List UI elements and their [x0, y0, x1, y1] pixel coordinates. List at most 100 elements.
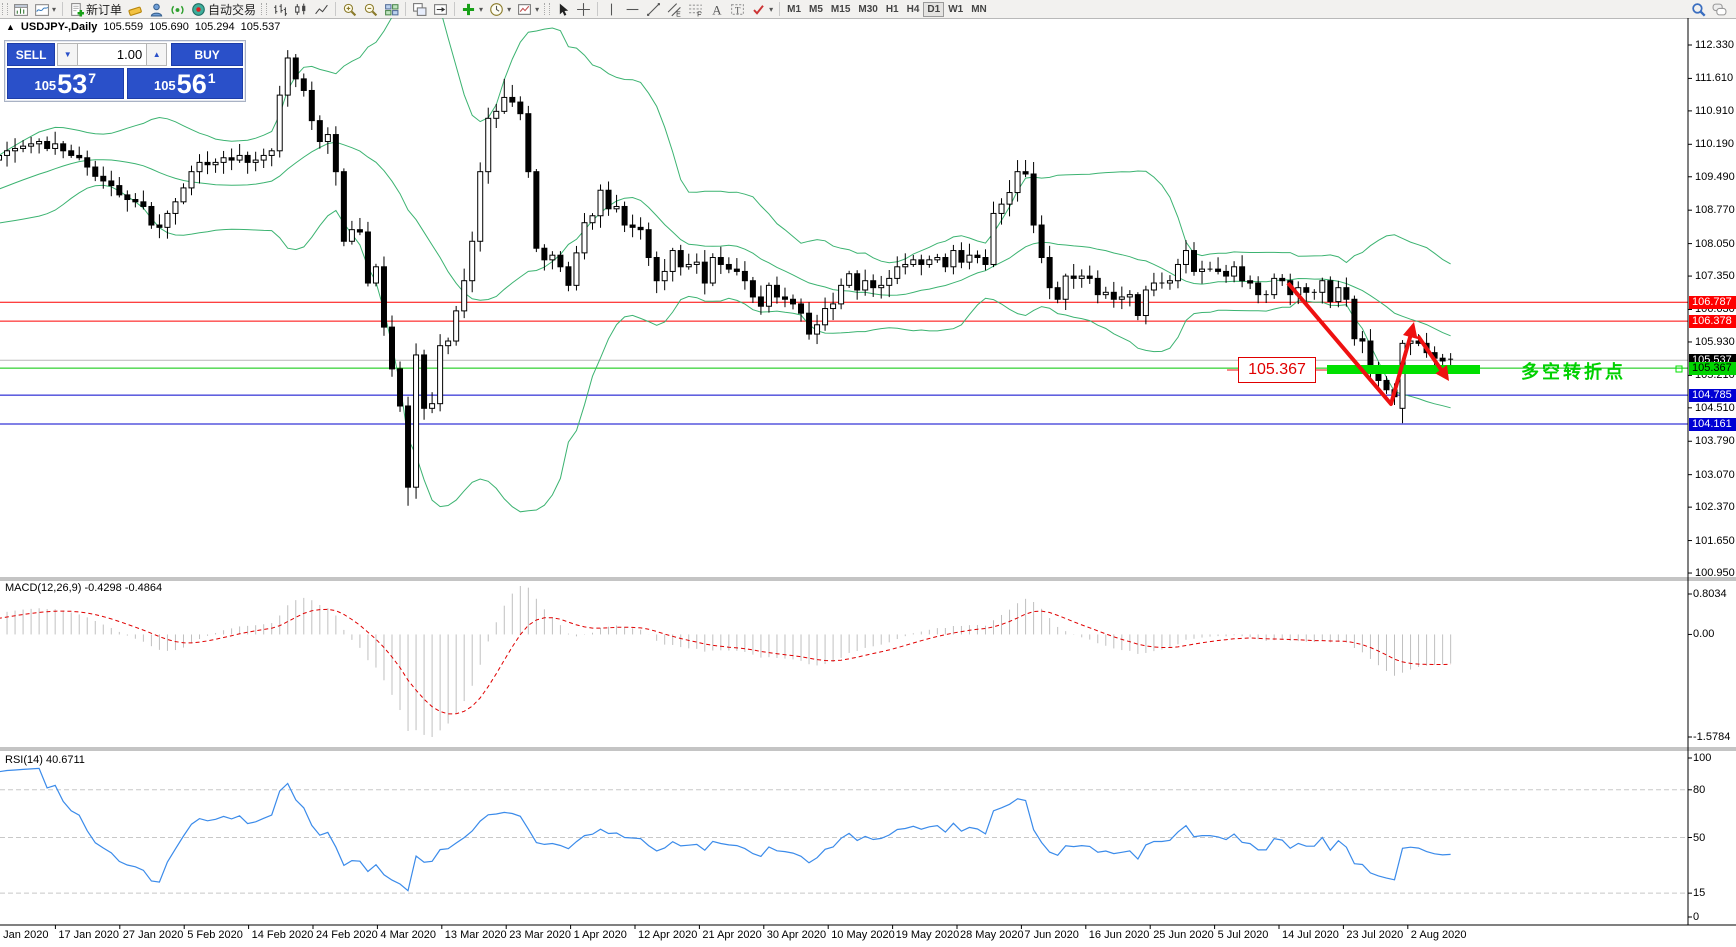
timeframe-button-H1[interactable]: H1	[885, 4, 899, 15]
text-label-tool-button[interactable]: T	[727, 1, 748, 18]
rsi-panel	[0, 767, 1688, 894]
tile-windows-button[interactable]	[381, 1, 402, 18]
hline-tool-button[interactable]	[622, 1, 643, 18]
volume-decrease-button[interactable]: ▼	[57, 43, 79, 66]
text-tool-button[interactable]: A	[706, 1, 727, 18]
auto-arrange-button[interactable]	[409, 1, 430, 18]
annotation-note-text[interactable]: 多空转折点	[1521, 362, 1626, 382]
channel-icon: E	[667, 2, 682, 17]
volume-input[interactable]	[78, 43, 147, 66]
line-chart-button[interactable]	[311, 1, 332, 18]
chart-shift-icon	[433, 2, 448, 17]
timeframe-button-M30[interactable]: M30	[858, 4, 878, 15]
chart-shift-button[interactable]	[430, 1, 451, 18]
buy-button[interactable]: BUY	[171, 43, 243, 66]
crosshair-button[interactable]	[573, 1, 594, 18]
axis-tick-label: -1.5784	[1693, 731, 1731, 743]
channel-tool-button[interactable]: E	[664, 1, 685, 18]
toolbar-grip[interactable]	[2, 3, 8, 15]
horizontal-line-icon	[625, 2, 640, 17]
trendline-icon	[646, 2, 661, 17]
zoom-in-button[interactable]	[339, 1, 360, 18]
new-order-button[interactable]: 新订单	[66, 0, 125, 19]
periods-button[interactable]: ▾	[486, 1, 514, 18]
timeframe-button-MN[interactable]: MN	[971, 4, 987, 15]
ask-price-tile[interactable]: 105 56 1	[126, 68, 243, 99]
sell-button[interactable]: SELL	[7, 43, 56, 66]
macd-label: MACD(12,26,9) -0.4298 -0.4864	[5, 582, 163, 594]
timeframe-button-W1[interactable]: W1	[948, 4, 964, 15]
new-chart-button[interactable]	[10, 1, 31, 18]
new-chart-icon	[13, 2, 28, 17]
bid-base: 105	[34, 78, 57, 93]
date-tick-label: 17 Jan 2020	[58, 929, 119, 941]
arrows-tool-button[interactable]: ▾	[748, 1, 776, 18]
date-tick-label: 19 May 2020	[895, 929, 960, 941]
zoom-out-button[interactable]	[360, 1, 381, 18]
indicators-button[interactable]: ▾	[458, 1, 486, 18]
date-tick-label: 21 Apr 2020	[702, 929, 762, 941]
axis-tick-label: 111.610	[1695, 72, 1734, 85]
metaeditor-button[interactable]	[125, 1, 146, 18]
date-tick-label: 14 Jul 2020	[1282, 929, 1339, 941]
chevron-down-icon: ▾	[52, 4, 57, 14]
timeframe-button-D1[interactable]: D1	[923, 2, 945, 17]
date-tick-label: 14 Feb 2020	[251, 929, 314, 941]
cursor-button[interactable]	[552, 1, 573, 18]
rsi-label: RSI(14) 40.6711	[5, 754, 85, 766]
vline-tool-button[interactable]	[601, 1, 622, 18]
main-chart-area	[0, 18, 1688, 513]
autotrade-button[interactable]: 自动交易	[188, 0, 259, 19]
date-tick-label: 8 Jan 2020	[0, 929, 49, 941]
date-tick-label: 23 Jul 2020	[1346, 929, 1404, 941]
timeframe-button-M5[interactable]: M5	[809, 4, 823, 15]
volume-increase-button[interactable]: ▲	[146, 43, 168, 66]
search-button[interactable]	[1688, 1, 1709, 18]
bid-price-tile[interactable]: 105 53 7	[7, 68, 124, 99]
arrows-icon	[751, 2, 766, 17]
axis-tick-label: 100	[1693, 752, 1712, 764]
candle-chart-icon	[293, 2, 308, 17]
metaeditor-icon	[128, 2, 143, 17]
community-button[interactable]	[146, 1, 167, 18]
axis-tick-label: 110.910	[1695, 104, 1734, 117]
fibonacci-tool-button[interactable]: F	[685, 1, 706, 18]
timeframe-button-H4[interactable]: H4	[906, 4, 920, 15]
signals-button[interactable]	[167, 1, 188, 18]
chart-profiles-button[interactable]: ▾	[31, 1, 59, 18]
ohlc-low: 105.294	[194, 21, 235, 33]
trendline-tool-button[interactable]	[643, 1, 664, 18]
chart-profiles-icon	[34, 2, 49, 17]
tile-windows-icon	[384, 2, 399, 17]
axis-tick-label: 107.350	[1695, 270, 1735, 283]
cursor-icon	[555, 2, 570, 17]
axis-level-badge: 105.367	[1689, 361, 1736, 375]
templates-button[interactable]: ▾	[514, 1, 542, 18]
axis-level-badge: 106.378	[1689, 314, 1736, 328]
zoom-out-icon	[363, 2, 378, 17]
timeframe-button-M1[interactable]: M1	[787, 4, 802, 15]
axis-level-badge: 104.785	[1689, 388, 1736, 402]
date-tick-label: 1 Apr 2020	[573, 929, 627, 941]
chat-button[interactable]	[1709, 1, 1730, 18]
one-click-toggle-icon[interactable]: ▲	[6, 22, 15, 32]
axis-tick-label: 104.510	[1695, 401, 1735, 414]
axis-tick-label: 101.650	[1695, 534, 1735, 547]
zoom-in-icon	[342, 2, 357, 17]
new-order-label: 新订单	[86, 2, 123, 17]
line-chart-icon	[314, 2, 329, 17]
axis-tick-label: 100.950	[1695, 567, 1735, 580]
bar-chart-button[interactable]	[269, 1, 290, 18]
annotation-price-label[interactable]: 105.367	[1238, 357, 1316, 383]
svg-text:E: E	[676, 11, 681, 17]
timeframe-button-M15[interactable]: M15	[830, 4, 851, 15]
text-icon: A	[709, 2, 724, 17]
rsi-line	[0, 767, 1451, 892]
axis-tick-label: 112.330	[1695, 39, 1734, 51]
crosshair-icon	[576, 2, 591, 17]
chevron-down-icon: ▾	[507, 4, 512, 14]
candle-chart-button[interactable]	[290, 1, 311, 18]
bid-big-digits: 53	[57, 69, 88, 99]
